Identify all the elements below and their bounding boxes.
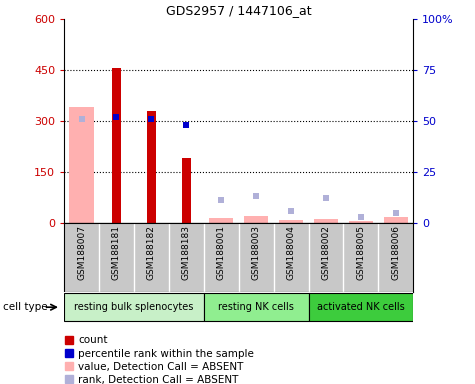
Bar: [147, 111, 156, 223]
Bar: [314, 219, 338, 223]
Text: cell type: cell type: [3, 302, 48, 312]
Legend: count, percentile rank within the sample, value, Detection Call = ABSENT, rank, : count, percentile rank within the sample…: [65, 336, 254, 384]
Text: resting NK cells: resting NK cells: [218, 302, 294, 312]
Text: GSM188004: GSM188004: [286, 225, 295, 280]
Text: resting bulk splenocytes: resting bulk splenocytes: [74, 302, 194, 312]
Bar: [112, 68, 121, 223]
Bar: [64, 293, 204, 321]
Bar: [244, 216, 268, 223]
Title: GDS2957 / 1447106_at: GDS2957 / 1447106_at: [166, 3, 312, 17]
Bar: [209, 218, 233, 223]
Bar: [279, 220, 303, 223]
Text: GSM188183: GSM188183: [182, 225, 191, 280]
Text: GSM188006: GSM188006: [391, 225, 400, 280]
Bar: [69, 108, 94, 223]
Text: GSM188002: GSM188002: [322, 225, 331, 280]
Text: GSM188182: GSM188182: [147, 225, 156, 280]
Bar: [384, 217, 408, 223]
Text: activated NK cells: activated NK cells: [317, 302, 405, 312]
Text: GSM188007: GSM188007: [77, 225, 86, 280]
Text: GSM188001: GSM188001: [217, 225, 226, 280]
Bar: [204, 293, 309, 321]
Text: GSM188005: GSM188005: [356, 225, 365, 280]
Bar: [182, 158, 190, 223]
Bar: [309, 293, 413, 321]
Text: GSM188003: GSM188003: [252, 225, 261, 280]
Text: GSM188181: GSM188181: [112, 225, 121, 280]
Bar: [349, 221, 373, 223]
